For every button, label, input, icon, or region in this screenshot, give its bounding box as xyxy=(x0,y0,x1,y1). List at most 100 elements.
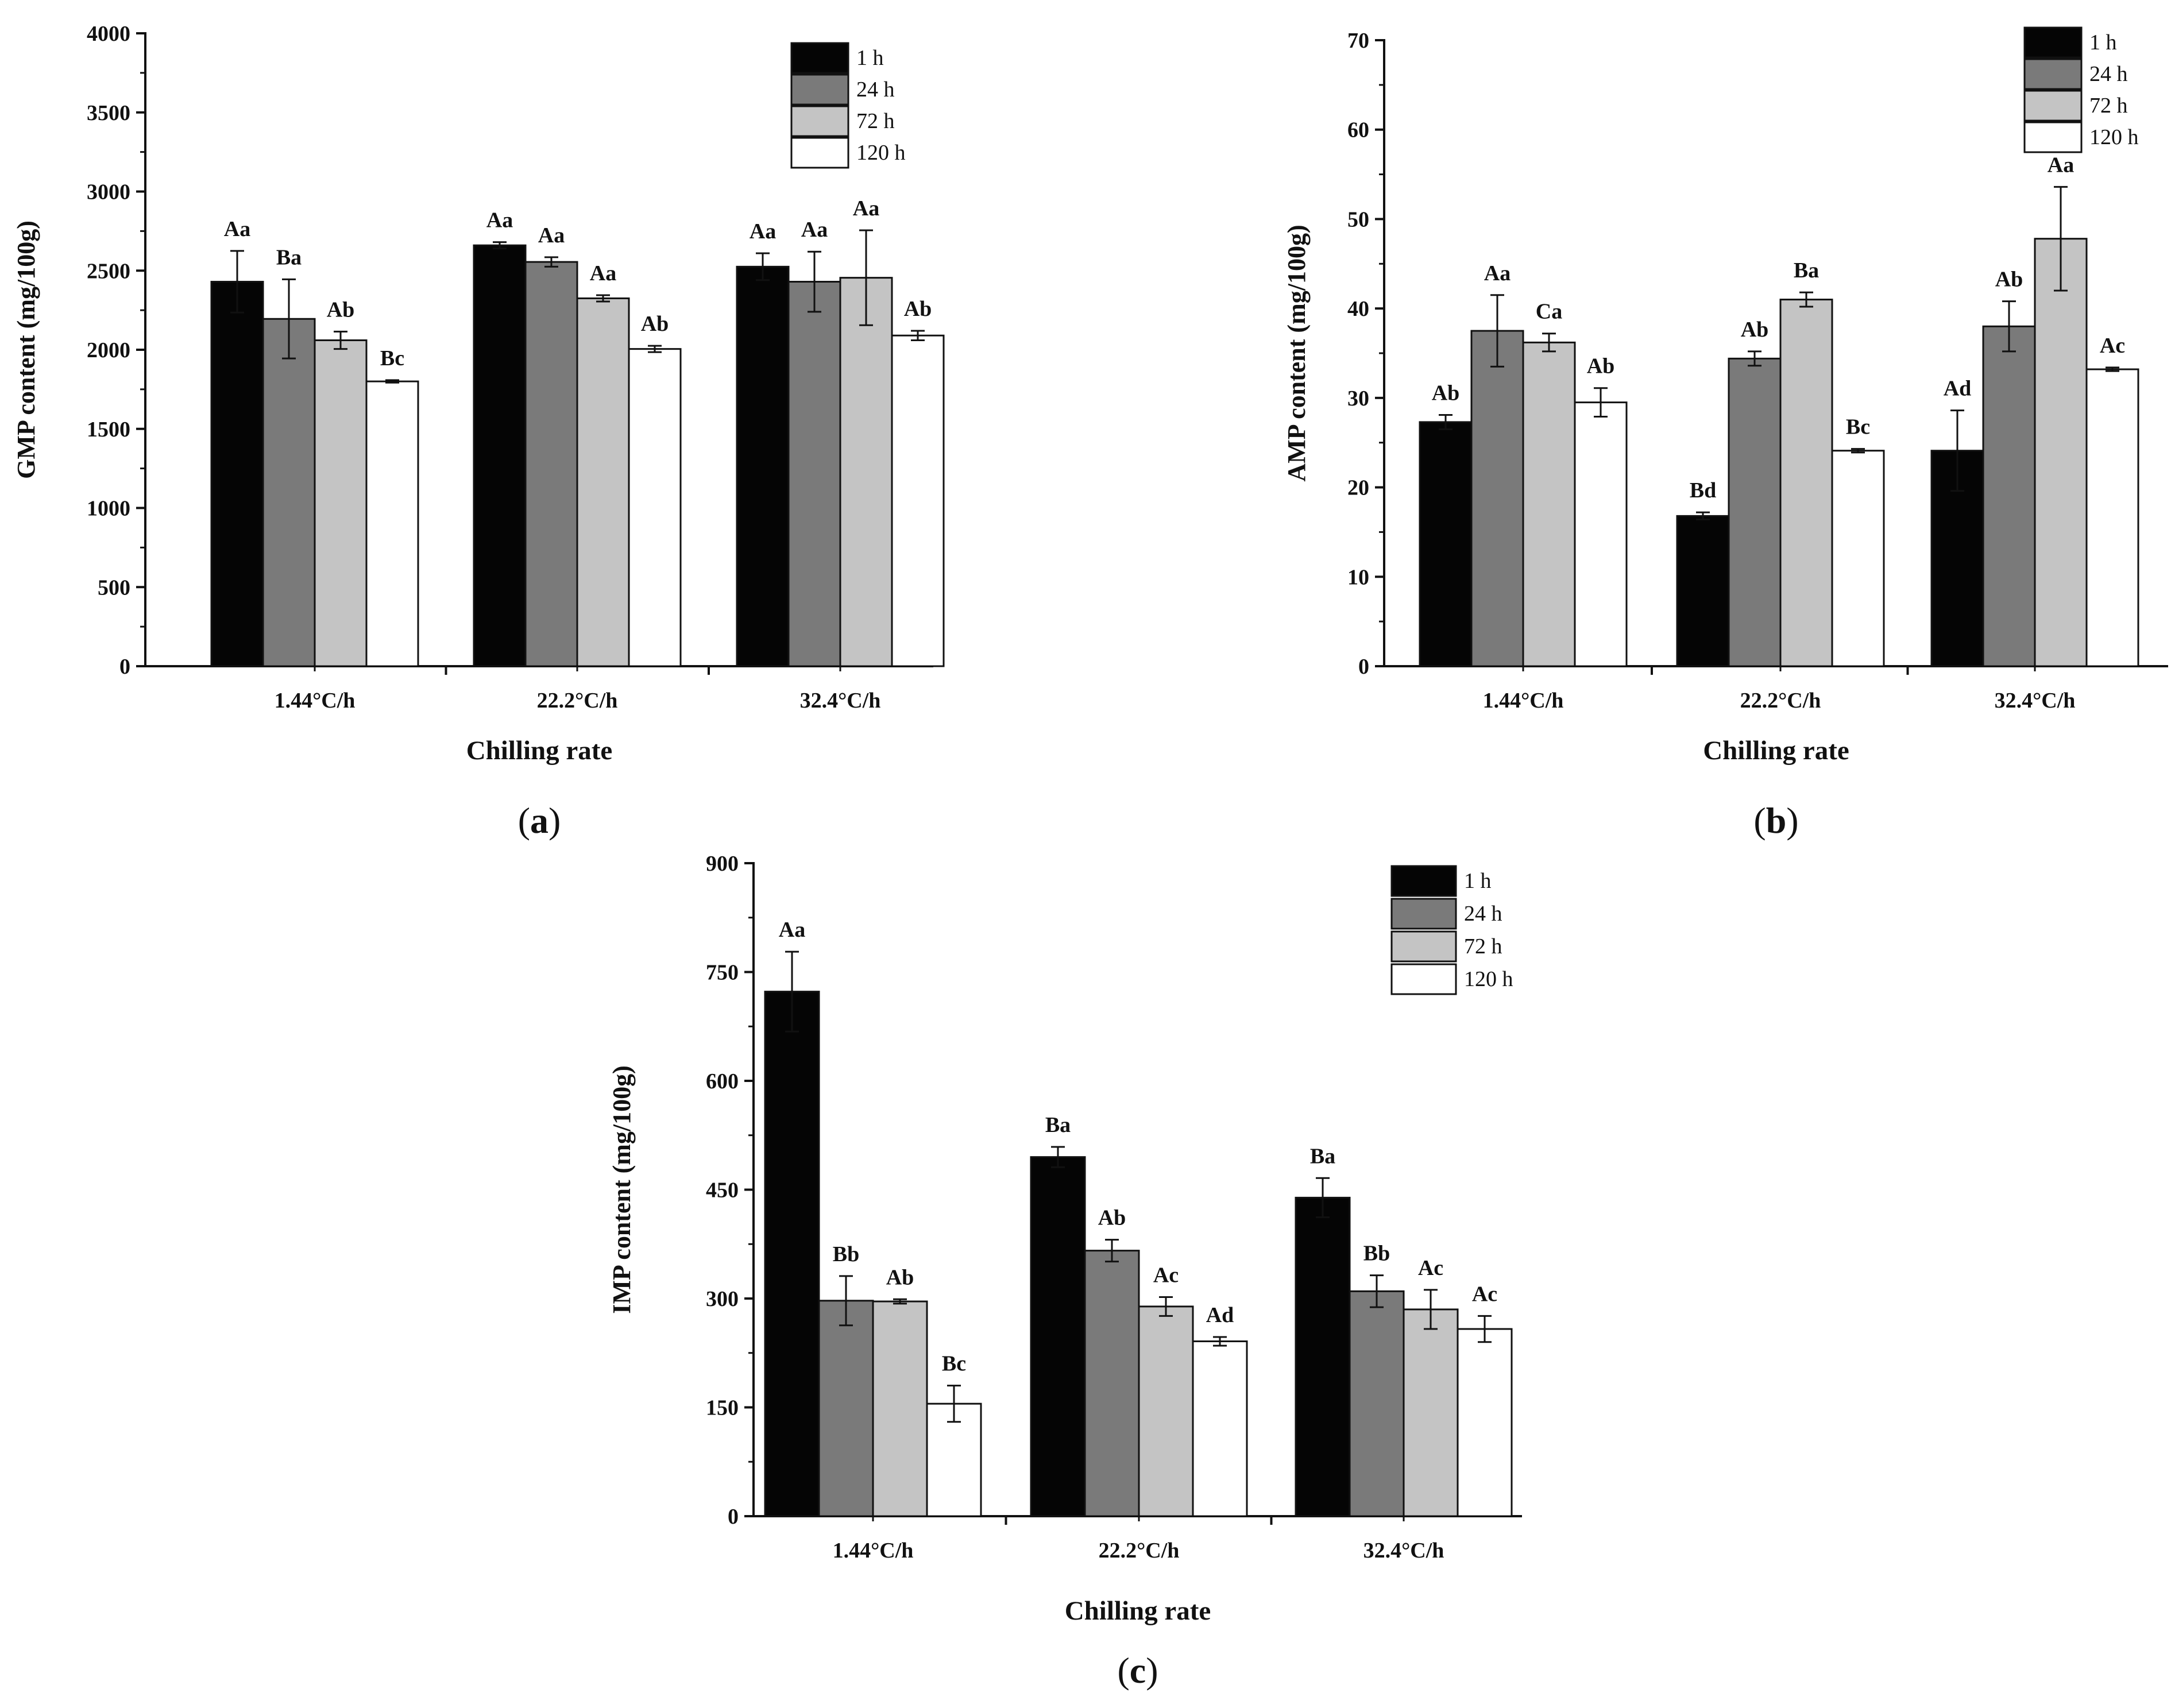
bar-72-h-32-4-c-h xyxy=(839,277,893,667)
bar-120-h-1-44-c-h xyxy=(365,380,419,667)
legend-label-72-h: 72 h xyxy=(856,109,895,133)
significance-label: Aa xyxy=(486,208,513,233)
significance-label: Ca xyxy=(1536,300,1562,324)
y-axis-title: AMP content (mg/100g) xyxy=(1282,225,1311,481)
error-bar xyxy=(1950,409,1964,492)
error-bar xyxy=(1851,448,1865,454)
legend-swatch-1-h xyxy=(1390,865,1457,897)
legend-label-1-h: 1 h xyxy=(856,46,884,70)
error-bar xyxy=(2002,300,2016,353)
significance-label: Ba xyxy=(1310,1144,1335,1168)
significance-label: Aa xyxy=(750,219,776,244)
significance-label: Ab xyxy=(904,297,932,321)
bar-1-h-22-2-c-h xyxy=(1030,1156,1086,1517)
significance-label: Aa xyxy=(801,218,828,242)
significance-label: Ac xyxy=(1153,1263,1179,1287)
y-tick-label: 60 xyxy=(1347,118,1369,142)
error-bar xyxy=(2106,366,2119,372)
significance-label: Ab xyxy=(1098,1206,1126,1230)
panel-label-letter: a xyxy=(530,800,548,841)
bar-120-h-22-2-c-h xyxy=(1831,450,1885,667)
legend-swatch-120-h xyxy=(2023,121,2083,153)
error-bar xyxy=(493,241,507,250)
error-bar xyxy=(230,250,244,314)
panel-label-b: (b) xyxy=(1753,800,1798,841)
bar-24-h-22-2-c-h xyxy=(1728,357,1782,667)
x-tick-label-1-44-c-h: 1.44°C/h xyxy=(833,1539,914,1563)
error-bar xyxy=(911,330,925,341)
legend: 1 h 24 h 72 h 120 h xyxy=(2023,26,2139,153)
y-tick-label: 20 xyxy=(1347,476,1369,500)
x-tick-label-22-2-c-h: 22.2°C/h xyxy=(537,689,618,713)
bar-1-h-22-2-c-h xyxy=(1676,515,1730,667)
error-bar xyxy=(2054,186,2068,292)
significance-label: Ab xyxy=(1995,268,2023,292)
bar-1-h-1-44-c-h xyxy=(764,991,820,1517)
bar-72-h-1-44-c-h xyxy=(872,1300,928,1517)
bar-1-h-1-44-c-h xyxy=(210,281,264,667)
y-tick-label: 2000 xyxy=(87,338,130,362)
legend-label-1-h: 1 h xyxy=(2089,30,2117,55)
legend-swatch-72-h xyxy=(1390,930,1457,963)
bar-1-h-1-44-c-h xyxy=(1419,421,1473,667)
y-tick-label: 50 xyxy=(1347,207,1369,231)
legend-swatch-1-h xyxy=(2023,26,2083,59)
bar-120-h-1-44-c-h xyxy=(1574,401,1628,667)
legend-swatch-24-h xyxy=(790,74,849,106)
significance-label: Ab xyxy=(886,1265,914,1289)
bar-72-h-1-44-c-h xyxy=(314,339,368,667)
bar-24-h-1-44-c-h xyxy=(1470,330,1524,667)
legend-label-24-h: 24 h xyxy=(856,78,895,102)
significance-label: Ab xyxy=(327,297,355,322)
legend-swatch-120-h xyxy=(1390,963,1457,995)
x-tick-label-32-4-c-h: 32.4°C/h xyxy=(1995,689,2076,713)
legend-label-120-h: 120 h xyxy=(2089,125,2139,149)
bar-72-h-22-2-c-h xyxy=(1779,299,1833,667)
y-tick-label: 0 xyxy=(1358,655,1369,679)
x-tick-label-22-2-c-h: 22.2°C/h xyxy=(1099,1539,1180,1563)
significance-label: Ba xyxy=(1045,1113,1071,1137)
error-bar xyxy=(334,330,347,350)
error-bar xyxy=(385,379,399,384)
error-bar xyxy=(1316,1177,1330,1219)
significance-label: Ac xyxy=(1418,1256,1443,1280)
legend-label-1-h: 1 h xyxy=(1464,869,1492,893)
legend-label-120-h: 120 h xyxy=(856,141,906,165)
x-tick-label-1-44-c-h: 1.44°C/h xyxy=(1483,689,1564,713)
bar-120-h-32-4-c-h xyxy=(1457,1328,1513,1517)
y-axis-title: IMP content (mg/100g) xyxy=(608,1065,636,1314)
legend: 1 h 24 h 72 h 120 h xyxy=(790,42,906,169)
x-tick-label-32-4-c-h: 32.4°C/h xyxy=(800,689,881,713)
x-axis-title: Chilling rate xyxy=(1065,1596,1211,1626)
y-tick-label: 10 xyxy=(1347,565,1369,589)
x-tick-label-1-44-c-h: 1.44°C/h xyxy=(275,689,356,713)
significance-label: Bd xyxy=(1690,478,1716,503)
bar-24-h-32-4-c-h xyxy=(787,281,841,667)
panel-label-close: ) xyxy=(548,800,561,841)
legend-swatch-24-h xyxy=(2023,58,2083,90)
significance-label: Ba xyxy=(276,245,302,269)
error-bar xyxy=(1542,333,1556,353)
bar-72-h-22-2-c-h xyxy=(1138,1305,1194,1517)
error-bar xyxy=(756,252,770,281)
error-bar xyxy=(1594,387,1608,418)
y-tick-label: 3500 xyxy=(87,101,130,125)
y-tick-label: 40 xyxy=(1347,297,1369,321)
bar-24-h-32-4-c-h xyxy=(1349,1290,1405,1517)
error-bar xyxy=(1748,350,1761,367)
significance-label: Bc xyxy=(1846,415,1870,439)
error-bar xyxy=(947,1385,961,1423)
error-bar xyxy=(808,250,821,313)
error-bar xyxy=(282,278,296,360)
significance-label: Ab xyxy=(641,312,669,336)
chart-panel-c: 0 150 300 450 600 750 900 1.44°C/h 22.2°C/h 32.4°… xyxy=(608,852,1522,1691)
y-tick-label: 1000 xyxy=(87,497,130,521)
error-bar xyxy=(596,294,610,303)
panel-label-open: ( xyxy=(518,800,530,841)
x-tick-label-22-2-c-h: 22.2°C/h xyxy=(1740,689,1821,713)
significance-label: Ac xyxy=(1472,1282,1497,1306)
error-bar xyxy=(1478,1315,1492,1343)
significance-label: Ad xyxy=(1944,377,1972,401)
y-tick-label: 500 xyxy=(98,575,130,600)
